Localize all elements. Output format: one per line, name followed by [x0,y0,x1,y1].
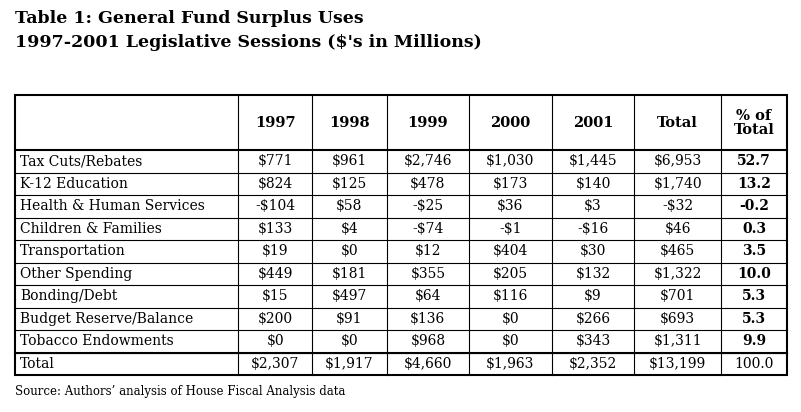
Text: $355: $355 [410,267,445,281]
Text: 1997: 1997 [255,115,296,129]
Text: Transportation: Transportation [20,244,126,258]
Text: 5.3: 5.3 [742,312,766,326]
Text: $4,660: $4,660 [404,357,452,371]
Text: 0.3: 0.3 [742,222,766,236]
Text: Other Spending: Other Spending [20,267,132,281]
Text: Total: Total [734,122,775,136]
Text: $0: $0 [501,334,519,348]
Text: % of: % of [736,108,771,122]
Text: $1,322: $1,322 [654,267,702,281]
Text: Children & Families: Children & Families [20,222,162,236]
Text: $968: $968 [410,334,445,348]
Text: -$104: -$104 [255,199,295,213]
Text: $136: $136 [410,312,445,326]
Text: $0: $0 [340,244,358,258]
Text: $0: $0 [501,312,519,326]
Text: $132: $132 [575,267,610,281]
Text: -$16: -$16 [578,222,609,236]
Text: $91: $91 [336,312,363,326]
Text: Budget Reserve/Balance: Budget Reserve/Balance [20,312,193,326]
Text: 2000: 2000 [490,115,530,129]
Text: $200: $200 [258,312,292,326]
Text: $2,307: $2,307 [251,357,300,371]
Text: $824: $824 [257,177,292,191]
Text: -$25: -$25 [413,199,444,213]
Text: $404: $404 [493,244,528,258]
Text: $0: $0 [340,334,358,348]
Text: $2,352: $2,352 [569,357,617,371]
Text: $19: $19 [262,244,288,258]
Text: -$74: -$74 [413,222,444,236]
Text: $1,445: $1,445 [569,154,618,168]
Text: $1,030: $1,030 [486,154,534,168]
Text: -0.2: -0.2 [739,199,769,213]
Text: $343: $343 [575,334,610,348]
Text: $701: $701 [660,289,695,303]
Text: 13.2: 13.2 [737,177,771,191]
Text: Total: Total [657,115,698,129]
Text: -$1: -$1 [499,222,521,236]
Text: -$32: -$32 [662,199,693,213]
Text: $478: $478 [410,177,445,191]
Text: 52.7: 52.7 [737,154,771,168]
Text: Bonding/Debt: Bonding/Debt [20,289,117,303]
Text: $1,740: $1,740 [654,177,702,191]
Text: 3.5: 3.5 [742,244,766,258]
Text: $181: $181 [332,267,367,281]
Text: Total: Total [20,357,55,371]
Text: $15: $15 [262,289,288,303]
Text: $133: $133 [257,222,292,236]
Text: $4: $4 [340,222,358,236]
Text: $12: $12 [415,244,441,258]
Text: 1997-2001 Legislative Sessions ($'s in Millions): 1997-2001 Legislative Sessions ($'s in M… [15,34,481,51]
Text: Source: Authors’ analysis of House Fiscal Analysis data: Source: Authors’ analysis of House Fisca… [15,385,345,398]
Text: $449: $449 [257,267,293,281]
Text: $30: $30 [580,244,606,258]
Text: $3: $3 [584,199,602,213]
Text: Tax Cuts/Rebates: Tax Cuts/Rebates [20,154,143,168]
Text: 9.9: 9.9 [742,334,766,348]
Text: $497: $497 [332,289,367,303]
Text: 100.0: 100.0 [735,357,774,371]
Text: $6,953: $6,953 [654,154,702,168]
Text: Table 1: General Fund Surplus Uses: Table 1: General Fund Surplus Uses [15,10,364,27]
Text: 1998: 1998 [329,115,370,129]
Text: $465: $465 [660,244,695,258]
Text: $1,963: $1,963 [486,357,534,371]
Text: $1,311: $1,311 [654,334,702,348]
Text: $46: $46 [664,222,690,236]
Text: 5.3: 5.3 [742,289,766,303]
Text: $116: $116 [493,289,528,303]
Text: $693: $693 [660,312,695,326]
Text: $125: $125 [332,177,367,191]
Text: $140: $140 [575,177,610,191]
Text: $0: $0 [266,334,284,348]
Text: $771: $771 [257,154,293,168]
Text: $64: $64 [415,289,441,303]
Text: $2,746: $2,746 [404,154,452,168]
Text: 2001: 2001 [573,115,614,129]
Text: 1999: 1999 [408,115,448,129]
Text: $58: $58 [336,199,363,213]
Text: $961: $961 [332,154,367,168]
Bar [15,95,787,375]
Text: Tobacco Endowments: Tobacco Endowments [20,334,174,348]
Text: 10.0: 10.0 [737,267,771,281]
Text: K-12 Education: K-12 Education [20,177,128,191]
Text: $1,917: $1,917 [325,357,374,371]
Text: $173: $173 [493,177,528,191]
Text: $205: $205 [493,267,528,281]
Text: Health & Human Services: Health & Human Services [20,199,205,213]
Text: $13,199: $13,199 [649,357,706,371]
Text: $36: $36 [497,199,524,213]
Text: $9: $9 [584,289,602,303]
Text: $266: $266 [575,312,610,326]
